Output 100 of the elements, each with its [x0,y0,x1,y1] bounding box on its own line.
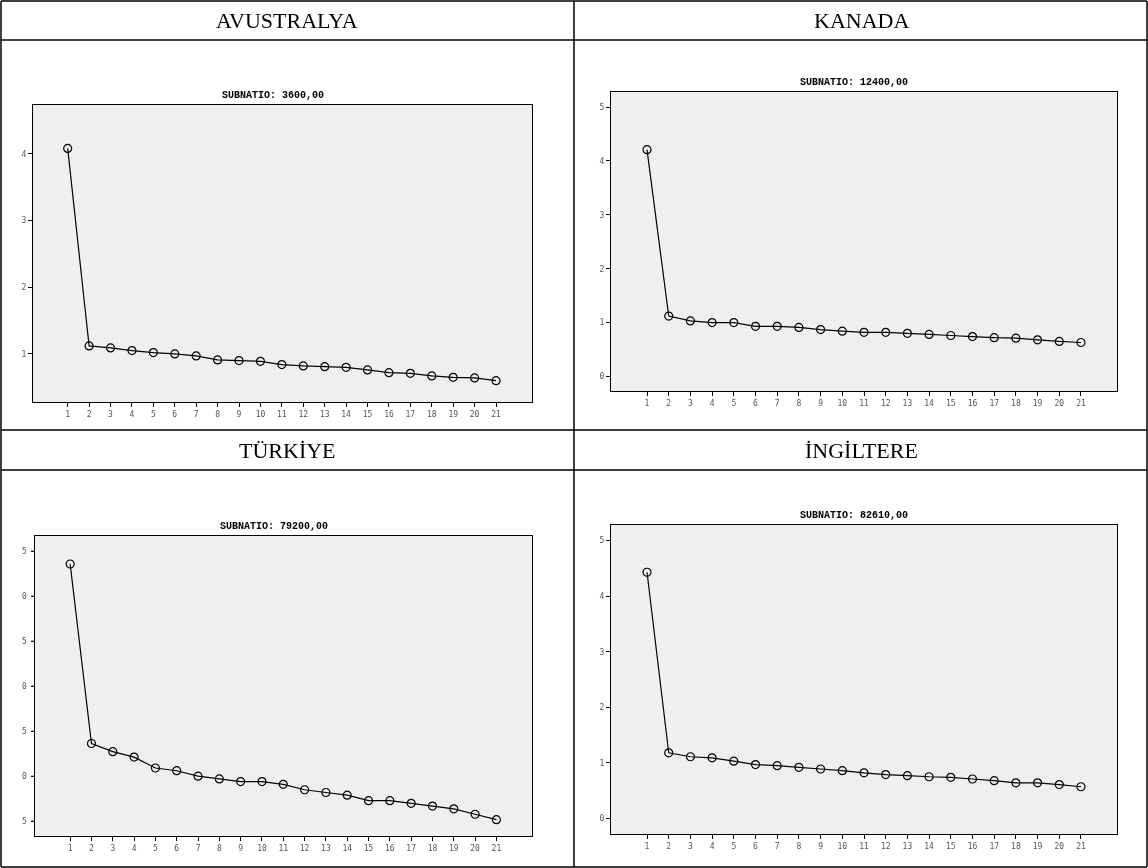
x-tick-label: 17 [405,409,416,419]
x-tick-label: 18 [1011,841,1021,851]
x-tick-label: 5 [153,843,158,853]
x-tick-label: 21 [491,843,502,853]
x-tick-label: 3 [108,409,114,419]
x-tick-label: 19 [448,843,459,853]
point [1054,779,1064,790]
point [989,776,999,786]
point [86,738,97,749]
point [470,373,480,383]
point [859,327,869,337]
point [342,790,352,800]
x-tick-label: 2 [666,841,672,851]
point [148,348,158,358]
point [385,796,395,806]
y-tick-label: 5 [599,102,605,112]
point [150,763,161,773]
point [448,372,458,382]
point [685,752,696,762]
x-tick-label: 2 [86,409,92,419]
x-tick-label: 7 [774,841,780,851]
x-tick-label: 9 [236,409,242,419]
x-tick-label: 1 [65,409,71,419]
x-tick-label: 16 [385,843,395,853]
point [881,327,891,337]
point [1032,335,1043,345]
x-tick-label: 1 [67,843,73,853]
x-tick-label: 16 [967,398,978,408]
point [405,368,415,378]
point [191,351,201,361]
point [859,768,869,778]
point [277,360,287,370]
point [321,787,331,798]
point [63,143,73,153]
point [664,748,674,758]
point [341,362,351,372]
point [1011,333,1021,343]
x-tick-label: 20 [470,843,481,853]
y-tick-label: 0 [599,372,605,382]
x-tick-label: 2 [89,843,95,853]
point [750,321,761,331]
x-tick-label: 15 [945,398,956,408]
point [214,774,224,784]
point [642,145,652,155]
x-tick-label: 15 [363,843,374,853]
y-tick-label: 3 [599,210,605,220]
x-tick-label: 21 [1076,398,1086,408]
x-tick-label: 2 [666,398,672,408]
y-tick-label: 1 [599,758,605,768]
point [127,346,137,356]
point [967,331,978,342]
x-tick-label: 13 [902,841,913,851]
y-tick-label: 4 [599,591,605,601]
point [902,328,912,338]
x-tick-label: 11 [278,843,289,853]
y-tick-label: 2 [599,264,605,274]
point [772,761,782,771]
point [170,349,180,359]
x-tick-label: 13 [319,409,330,419]
point [1054,336,1064,347]
point [406,798,416,808]
chart-title: İNGİLTERE [805,438,918,463]
point [902,771,912,781]
x-tick-label: 7 [195,843,201,853]
point [84,341,94,351]
chart-title: KANADA [814,8,910,33]
x-tick-label: 13 [902,398,913,408]
x-tick-label: 6 [174,843,180,853]
point [491,376,501,386]
x-tick-label: 15 [945,841,956,851]
x-tick-label: 10 [837,398,848,408]
point [427,371,437,381]
x-tick-label: 14 [342,843,353,853]
point [470,809,480,819]
x-tick-label: 8 [796,398,802,408]
point [967,774,978,784]
x-tick-label: 13 [321,843,331,853]
point [729,317,739,328]
x-tick-label: 20 [469,409,480,419]
y-tick-label: 0 [599,814,605,824]
x-tick-label: 10 [257,843,267,853]
point [320,362,330,372]
x-tick-label: 5 [150,409,156,419]
point [172,766,182,776]
x-tick-label: 4 [709,398,715,408]
x-tick-label: 3 [688,398,694,408]
x-tick-label: 6 [753,841,759,851]
x-tick-label: 1 [644,398,650,408]
point [384,368,394,378]
point [707,753,717,763]
x-tick-label: 10 [255,409,266,419]
x-tick-label: 12 [298,409,309,419]
y-tick-label: 3 [21,216,27,226]
x-tick-label: 1 [644,841,650,851]
chart-subtitle: SUBNATIO: 3600,00 [222,90,325,101]
chart-subtitle: SUBNATIO: 79200,00 [220,521,329,532]
point [642,567,652,577]
x-tick-label: 3 [688,841,694,851]
chart-subtitle: SUBNATIO: 12400,00 [800,77,909,88]
point [108,747,118,757]
